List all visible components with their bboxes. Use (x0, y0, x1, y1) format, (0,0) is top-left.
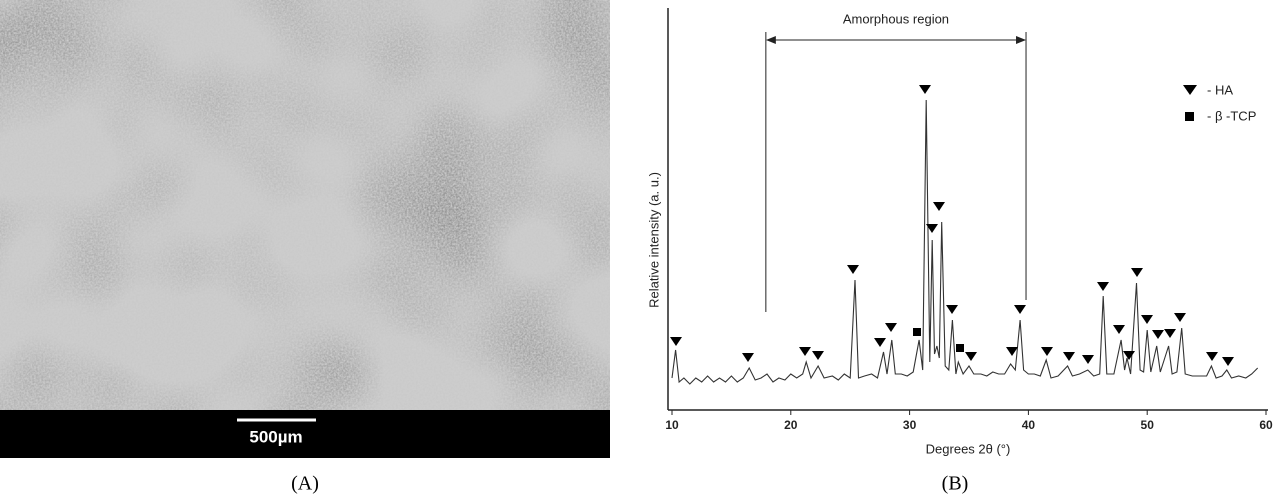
scale-bar-label: 500µm (249, 427, 302, 446)
x-axis-label: Degrees 2θ (°) (926, 441, 1011, 456)
legend-entry: - HA (1207, 82, 1233, 97)
peak-marker (1123, 351, 1135, 360)
panel-label: (B) (942, 473, 969, 495)
y-axis-label: Relative intensity (a. u.) (646, 172, 661, 308)
peak-marker (913, 328, 921, 336)
peak-marker (946, 305, 958, 314)
peak-marker (965, 352, 977, 361)
panel-label: (A) (291, 473, 319, 495)
peak-marker (1164, 329, 1176, 338)
peak-marker (670, 337, 682, 346)
peak-marker (1174, 313, 1186, 322)
data-line (671, 99, 1259, 385)
x-tick-label: 20 (784, 418, 798, 432)
peak-marker (1131, 268, 1143, 277)
peak-marker (885, 323, 897, 332)
peak-marker (799, 347, 811, 356)
peak-marker (956, 344, 964, 352)
x-tick-label: 40 (1022, 418, 1036, 432)
x-tick-label: 30 (903, 418, 917, 432)
peak-marker (926, 224, 938, 233)
peak-marker (919, 85, 931, 94)
peak-marker (1041, 347, 1053, 356)
peak-marker (1206, 352, 1218, 361)
peak-marker (933, 202, 945, 211)
peak-marker (1082, 355, 1094, 364)
peak-marker (1113, 325, 1125, 334)
region-label: Amorphous region (843, 11, 949, 26)
peak-marker (847, 265, 859, 274)
peak-marker (1097, 282, 1109, 291)
peak-marker (1222, 357, 1234, 366)
peak-marker (1063, 352, 1075, 361)
x-tick-label: 50 (1141, 418, 1155, 432)
peak-marker (1014, 305, 1026, 314)
peak-marker (812, 351, 824, 360)
xrd-chart: Degrees 2θ (°) Relative intensity (a. u.… (646, 8, 1273, 456)
peak-marker (874, 338, 886, 347)
legend-entry: - β -TCP (1207, 108, 1256, 123)
peak-marker (1152, 330, 1164, 339)
x-tick-label: 10 (665, 418, 679, 432)
x-tick-label: 60 (1259, 418, 1273, 432)
micrograph: 500µm (0, 0, 610, 458)
peak-marker (742, 353, 754, 362)
peak-marker (1141, 315, 1153, 324)
peak-marker (1006, 347, 1018, 356)
